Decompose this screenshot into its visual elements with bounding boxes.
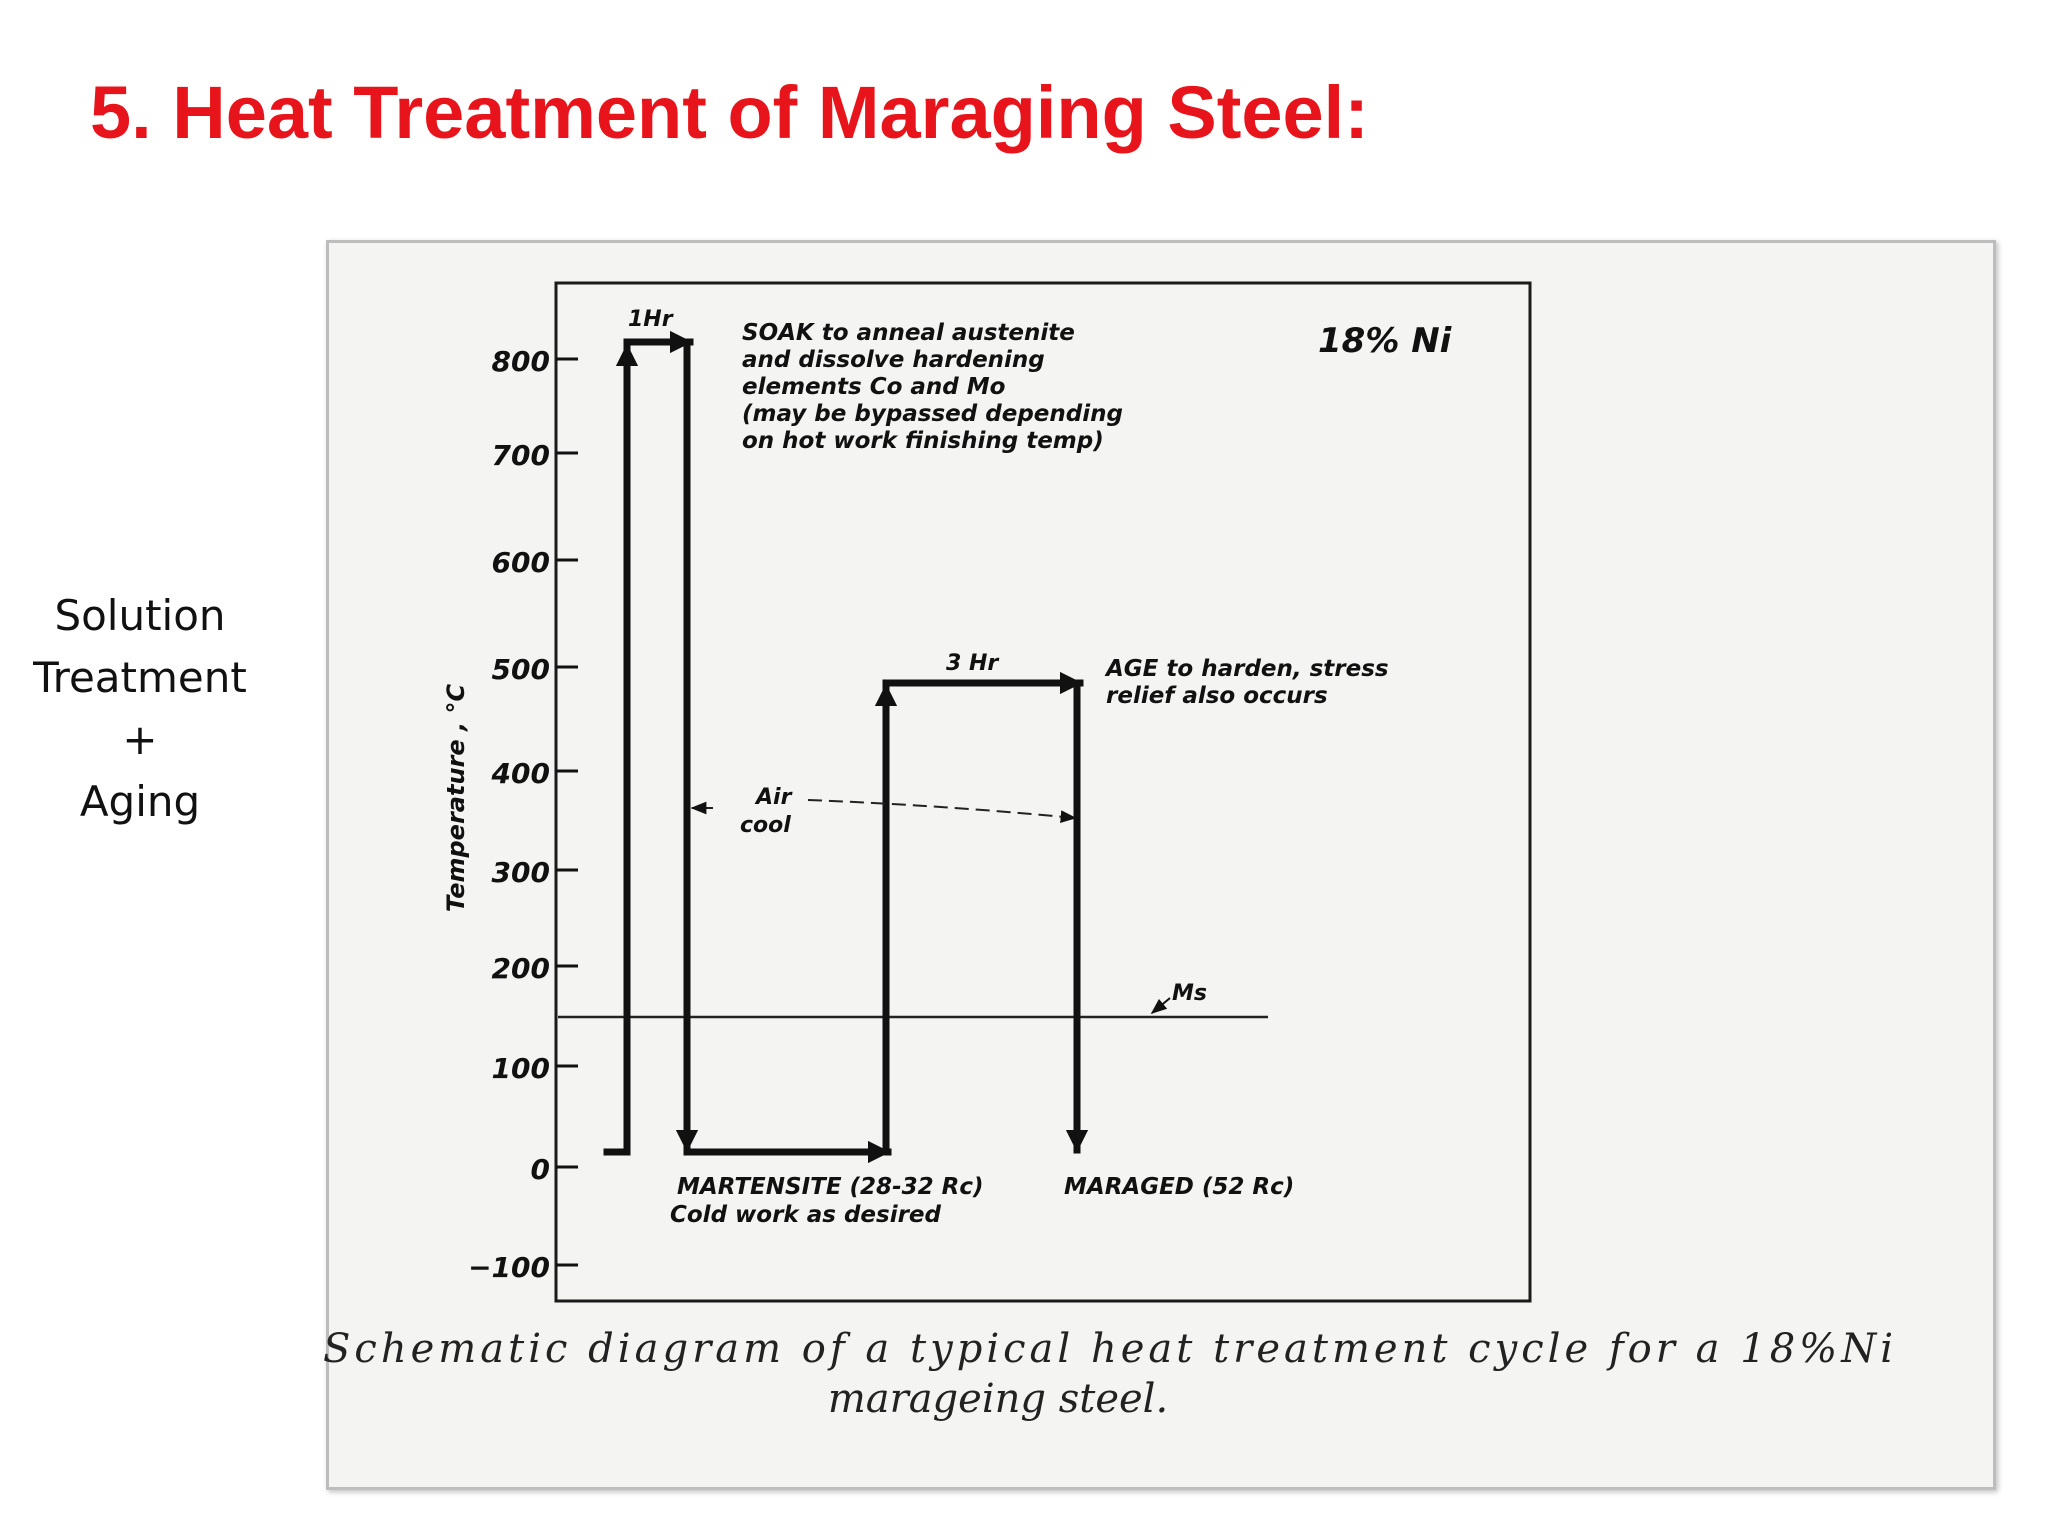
soak-note-line: and dissolve hardening bbox=[742, 347, 1045, 373]
heat-treatment-cycle bbox=[603, 330, 1089, 1164]
corner-label: 18% Ni bbox=[1318, 321, 1453, 361]
y-tick-label: 300 bbox=[492, 856, 550, 889]
figure-frame bbox=[326, 240, 1996, 1490]
soak-note-line: on hot work finishing temp) bbox=[742, 428, 1104, 454]
side-label-line: Aging bbox=[79, 777, 201, 826]
soak-note-line: elements Co and Mo bbox=[742, 374, 1005, 400]
air-cool-label: cool bbox=[740, 813, 791, 838]
martensite-label: MARTENSITE (28-32 Rc) bbox=[677, 1174, 983, 1200]
ms-pointer bbox=[1150, 997, 1171, 1015]
y-tick-label: 0 bbox=[531, 1153, 550, 1186]
soak-note-line: SOAK to anneal austenite bbox=[742, 320, 1075, 346]
figure-caption: Schematic diagram of a typical heat trea… bbox=[323, 1326, 1893, 1372]
y-axis: 800 700 600 500 400 300 200 100 0 −100 T… bbox=[442, 345, 578, 1284]
air-cool-label: Air bbox=[754, 785, 793, 810]
y-axis-label: Temperature , °C bbox=[442, 684, 470, 913]
maraged-label: MARAGED (52 Rc) bbox=[1064, 1174, 1294, 1200]
figure-caption: marageing steel. bbox=[828, 1376, 1168, 1422]
soak-duration-label: 1Hr bbox=[628, 307, 674, 332]
side-label-line: Solution bbox=[54, 591, 226, 640]
slide-title: 5. Heat Treatment of Maraging Steel: bbox=[90, 71, 1369, 154]
ms-label: Ms bbox=[1172, 981, 1207, 1006]
age-duration-label: 3 Hr bbox=[946, 651, 999, 676]
martensite-label: Cold work as desired bbox=[670, 1202, 942, 1228]
y-tick-label: 700 bbox=[492, 439, 550, 472]
plot-box bbox=[554, 281, 1532, 1303]
side-label-line: Treatment bbox=[33, 653, 247, 702]
y-tick-label: 200 bbox=[492, 952, 550, 985]
age-note-line: AGE to harden, stress bbox=[1104, 656, 1389, 682]
y-tick-label: −100 bbox=[468, 1251, 550, 1284]
y-tick-label: 500 bbox=[492, 653, 550, 686]
y-tick-label: 800 bbox=[492, 345, 550, 378]
side-label-line: + bbox=[122, 715, 158, 764]
soak-note-line: (may be bypassed depending bbox=[742, 401, 1123, 427]
y-tick-label: 400 bbox=[491, 757, 550, 790]
y-tick-label: 600 bbox=[492, 546, 550, 579]
side-label: Solution Treatment + Aging bbox=[20, 585, 260, 833]
age-note-line: relief also occurs bbox=[1106, 683, 1328, 709]
air-cool-dashed-line bbox=[807, 799, 1077, 823]
y-tick-label: 100 bbox=[492, 1052, 550, 1085]
